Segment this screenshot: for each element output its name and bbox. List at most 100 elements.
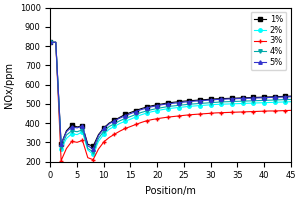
1% (219, 97, 223, 100)
2% (171, 107, 175, 109)
4% (134, 113, 138, 116)
5% (203, 99, 207, 102)
5% (188, 100, 191, 103)
5% (267, 96, 271, 99)
2% (236, 102, 239, 105)
4% (49, 41, 52, 43)
1% (193, 99, 196, 102)
5% (214, 98, 218, 101)
5% (97, 134, 100, 137)
1% (188, 100, 191, 102)
5% (161, 103, 164, 106)
3% (225, 111, 228, 114)
4% (214, 101, 218, 104)
4% (75, 131, 79, 133)
1% (203, 98, 207, 101)
2% (140, 114, 143, 116)
5% (273, 96, 276, 99)
4% (65, 134, 68, 136)
2% (241, 102, 244, 105)
1% (86, 143, 90, 145)
5% (123, 115, 127, 117)
1% (209, 98, 212, 100)
4% (262, 99, 266, 102)
2% (188, 105, 191, 108)
1% (129, 111, 132, 114)
5% (75, 127, 79, 129)
2% (203, 104, 207, 106)
1% (161, 103, 164, 105)
4% (70, 130, 74, 132)
X-axis label: Position/m: Position/m (145, 186, 196, 196)
1% (140, 107, 143, 110)
5% (209, 99, 212, 101)
5% (198, 100, 202, 102)
3% (251, 110, 255, 113)
4% (219, 101, 223, 103)
Line: 1%: 1% (49, 41, 292, 148)
2% (91, 153, 95, 155)
1% (198, 99, 202, 101)
3% (129, 125, 132, 128)
5% (251, 97, 255, 99)
2% (145, 112, 148, 114)
3% (97, 148, 100, 150)
1% (81, 125, 84, 127)
3% (203, 112, 207, 115)
2% (134, 116, 138, 118)
3% (284, 109, 287, 112)
4% (236, 100, 239, 103)
4% (289, 98, 292, 101)
4% (171, 105, 175, 107)
2% (289, 101, 292, 103)
4% (193, 103, 196, 105)
2% (225, 103, 228, 105)
2% (123, 120, 127, 122)
2% (59, 148, 63, 150)
2% (182, 106, 186, 108)
5% (129, 112, 132, 115)
2% (107, 128, 111, 130)
5% (236, 97, 239, 100)
3% (54, 41, 58, 43)
2% (209, 104, 212, 106)
5% (49, 41, 52, 43)
3% (123, 127, 127, 130)
2% (161, 108, 164, 111)
Line: 3%: 3% (49, 41, 292, 162)
1% (171, 101, 175, 104)
3% (107, 136, 111, 139)
Legend: 1%, 2%, 3%, 4%, 5%: 1%, 2%, 3%, 4%, 5% (250, 12, 286, 70)
2% (230, 103, 234, 105)
5% (91, 148, 95, 150)
1% (289, 95, 292, 97)
3% (155, 117, 159, 120)
2% (246, 102, 250, 104)
3% (91, 158, 95, 161)
3% (49, 41, 52, 43)
1% (251, 96, 255, 99)
5% (241, 97, 244, 100)
1% (284, 95, 287, 98)
4% (145, 110, 148, 112)
1% (70, 124, 74, 126)
1% (267, 96, 271, 98)
3% (81, 139, 84, 142)
5% (155, 104, 159, 107)
4% (155, 107, 159, 110)
3% (241, 111, 244, 113)
5% (225, 98, 228, 100)
1% (278, 95, 282, 98)
4% (107, 125, 111, 128)
1% (113, 119, 116, 121)
4% (161, 106, 164, 109)
2% (219, 103, 223, 105)
5% (166, 103, 169, 105)
3% (219, 111, 223, 114)
2% (129, 118, 132, 120)
3% (236, 111, 239, 113)
4% (177, 104, 180, 107)
2% (118, 122, 122, 125)
2% (214, 103, 218, 106)
5% (107, 123, 111, 125)
